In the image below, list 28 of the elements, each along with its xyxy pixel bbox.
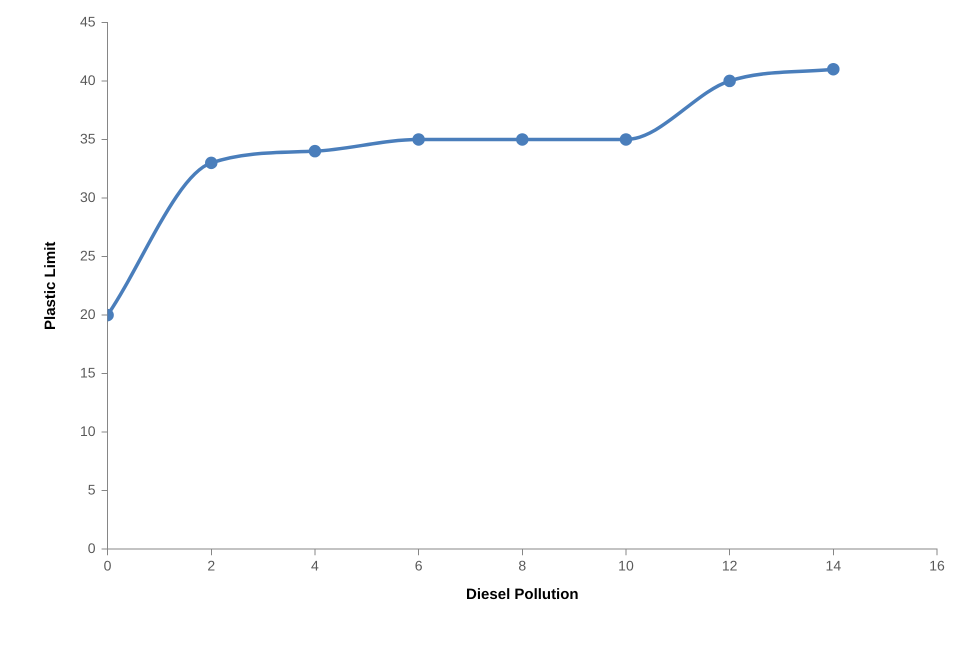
y-tick-label: 40 bbox=[80, 72, 96, 88]
point bbox=[723, 74, 736, 88]
y-tick-label: 20 bbox=[80, 306, 96, 322]
x-tick-label: 6 bbox=[414, 557, 423, 574]
x-tick-label: 8 bbox=[518, 557, 526, 574]
point bbox=[412, 133, 425, 146]
point bbox=[205, 156, 218, 170]
x-tick-label: 2 bbox=[207, 557, 216, 574]
x-tick-label: 10 bbox=[618, 557, 634, 574]
point bbox=[308, 144, 322, 158]
y-tick-label: 30 bbox=[80, 188, 96, 205]
y-tick-label: 10 bbox=[80, 422, 96, 439]
y-tick-label: 5 bbox=[88, 482, 96, 498]
x-tick-label: 16 bbox=[929, 557, 945, 574]
y-tick-label: 35 bbox=[80, 130, 96, 146]
point bbox=[516, 133, 529, 146]
x-axis-title: Diesel Pollution bbox=[466, 586, 579, 604]
x-tick-label: 14 bbox=[826, 557, 842, 574]
x-tick-label: 4 bbox=[311, 557, 320, 574]
y-tick-label: 0 bbox=[88, 540, 96, 556]
point bbox=[827, 62, 840, 76]
point bbox=[620, 133, 632, 146]
x-tick-label: 0 bbox=[104, 557, 112, 574]
y-tick-label: 25 bbox=[80, 247, 96, 264]
y-tick-label: 45 bbox=[80, 13, 96, 30]
y-tick-label: 15 bbox=[80, 364, 96, 380]
x-tick-label: 12 bbox=[722, 557, 738, 574]
y-axis-title: Plastic Limit bbox=[42, 242, 60, 330]
